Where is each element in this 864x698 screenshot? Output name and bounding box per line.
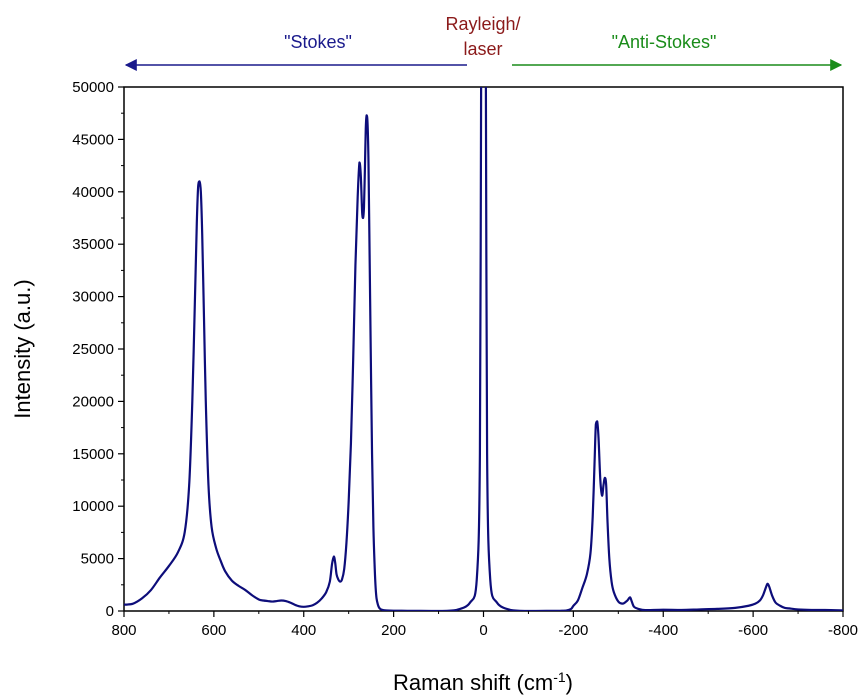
x-axis-title: Raman shift (cm-1) <box>393 669 573 695</box>
anti-stokes-label: "Anti-Stokes" <box>612 32 717 52</box>
y-tick-label: 20000 <box>72 393 114 410</box>
y-tick-label: 50000 <box>72 79 114 96</box>
x-tick-label: 200 <box>381 622 406 639</box>
y-axis-title: Intensity (a.u.) <box>10 279 35 418</box>
x-tick-label: -200 <box>558 622 588 639</box>
x-axis-title-suffix: ) <box>566 670 573 695</box>
y-tick-label: 15000 <box>72 446 114 463</box>
rayleigh-label-line1: Rayleigh/ <box>445 14 520 34</box>
y-tick-label: 45000 <box>72 131 114 148</box>
x-tick-label: 600 <box>201 622 226 639</box>
stokes-label: "Stokes" <box>284 32 352 52</box>
x-axis-title-main: Raman shift (cm <box>393 670 553 695</box>
x-tick-label: -800 <box>828 622 858 639</box>
y-axis: 0 5000 10000 15000 20000 25000 30000 35000 40000… <box>72 79 124 620</box>
y-tick-label: 0 <box>106 603 114 620</box>
plot-frame <box>123 86 844 612</box>
y-tick-label: 25000 <box>72 341 114 358</box>
y-tick-label: 40000 <box>72 184 114 201</box>
x-tick-label: 400 <box>291 622 316 639</box>
x-tick-label: -600 <box>738 622 768 639</box>
y-tick-label: 10000 <box>72 498 114 515</box>
x-tick-label: 800 <box>111 622 136 639</box>
spectrum-line <box>124 87 843 611</box>
x-tick-label: -400 <box>648 622 678 639</box>
y-tick-label: 30000 <box>72 289 114 306</box>
x-axis: 800 600 400 200 0 -200 -400 -600 -800 <box>111 611 858 639</box>
x-tick-label: 0 <box>479 622 487 639</box>
x-axis-title-superscript: -1 <box>553 669 566 685</box>
rayleigh-label-line2: laser <box>463 39 502 59</box>
y-tick-label: 35000 <box>72 236 114 253</box>
y-tick-label: 5000 <box>81 551 114 568</box>
